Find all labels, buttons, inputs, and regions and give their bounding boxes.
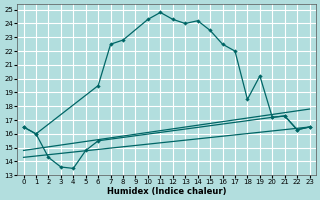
- X-axis label: Humidex (Indice chaleur): Humidex (Indice chaleur): [107, 187, 226, 196]
